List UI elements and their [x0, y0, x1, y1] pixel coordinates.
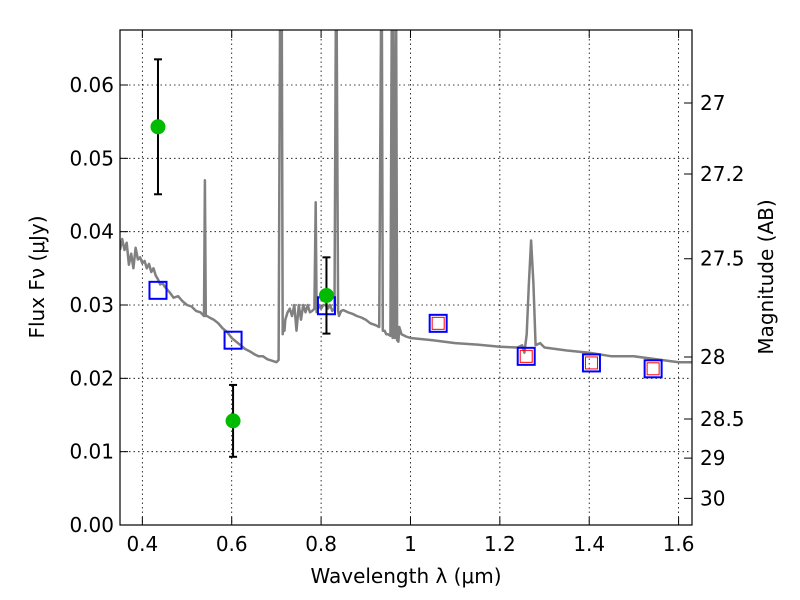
y-tick-label: 0.06 [69, 73, 114, 97]
y2-tick-label: 29 [700, 446, 725, 470]
x-tick-label: 0.6 [216, 532, 248, 556]
model-photometry-point [428, 313, 448, 333]
model-photometry-point [581, 353, 601, 373]
observed-photometry-point [318, 287, 334, 303]
y-tick-label: 0.04 [69, 220, 114, 244]
nir-model-point [646, 362, 660, 376]
y2-axis-label: Magnitude (AB) [754, 199, 778, 354]
model-photometry-point [516, 346, 536, 366]
y-axis-label: Flux Fν (μJy) [25, 215, 49, 338]
y2-tick-label: 27.5 [700, 247, 745, 271]
nir-model-point [519, 349, 533, 363]
y2-tick-label: 28 [700, 345, 725, 369]
x-tick-label: 1 [404, 532, 417, 556]
plot-frame [119, 29, 693, 526]
y-tick-label: 0.03 [69, 293, 114, 317]
y2-tick-label: 27.2 [700, 162, 745, 186]
y-tick-label: 0.01 [69, 440, 114, 464]
x-tick-label: 1.4 [573, 532, 605, 556]
y2-tick-label: 30 [700, 486, 725, 510]
model-photometry-point [148, 280, 168, 300]
x-axis-label: Wavelength λ (μm) [310, 564, 501, 588]
y-tick-label: 0.02 [69, 366, 114, 390]
nir-model-point [431, 316, 445, 330]
spectrum-line [120, 30, 692, 364]
axes-ticks: 0.4 0.6 0.8 1 1.2 1.4 1.6 0.00 0.01 0.02 0.03 0.04 0… [69, 30, 745, 556]
observed-photometry-point [225, 413, 241, 429]
x-tick-label: 0.8 [305, 532, 337, 556]
x-tick-label: 1.2 [484, 532, 516, 556]
x-tick-label: 0.4 [126, 532, 158, 556]
x-tick-label: 1.6 [663, 532, 695, 556]
grid [120, 30, 692, 525]
y2-tick-label: 27 [700, 91, 725, 115]
y-tick-label: 0.05 [69, 146, 114, 170]
model-photometry-point [223, 330, 243, 350]
y2-tick-label: 28.5 [700, 407, 745, 431]
nir-model-point [584, 356, 598, 370]
plot-area [120, 30, 692, 458]
model-photometry-point [643, 359, 663, 379]
observed-photometry-point [150, 119, 166, 135]
y-tick-label: 0.00 [69, 513, 114, 537]
